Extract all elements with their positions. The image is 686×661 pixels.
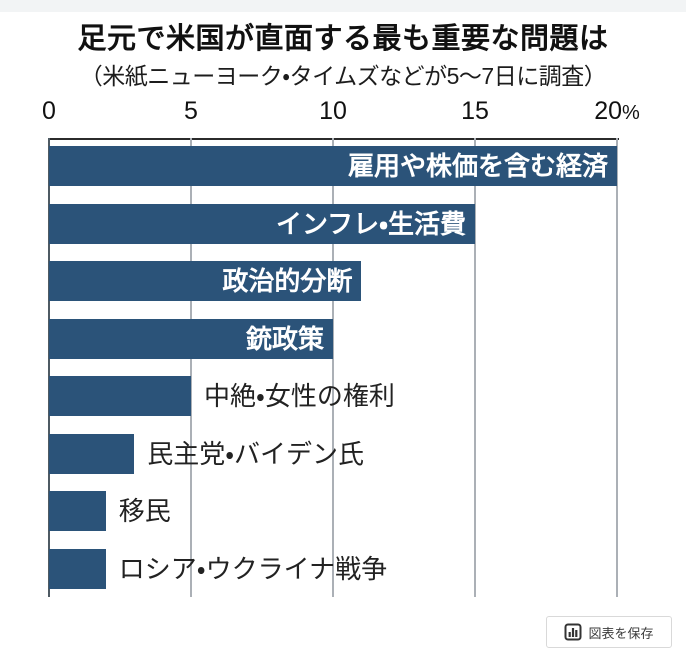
plot-area: 雇用や株価を含む経済インフレ・生活費政治的分断銃政策中絶・女性の権利民主党・バイ… bbox=[48, 138, 619, 597]
y-axis-line bbox=[48, 138, 50, 597]
bar-label: ロシア・ウクライナ戦争 bbox=[118, 553, 388, 584]
bar bbox=[49, 433, 135, 474]
bar: 銃政策 bbox=[49, 318, 333, 359]
bar bbox=[49, 491, 106, 531]
bar: 政治的分断 bbox=[49, 261, 362, 301]
save-chart-button[interactable]: 図表を保存 bbox=[546, 616, 672, 648]
x-axis-tick-label: 20% bbox=[594, 97, 640, 125]
bar-label: 民主党・バイデン氏 bbox=[147, 438, 365, 469]
bar-label: 政治的分断 bbox=[222, 266, 353, 296]
bar-chart-icon bbox=[564, 623, 582, 641]
gridline bbox=[190, 138, 192, 597]
bar-row: ロシア・ウクライナ戦争 bbox=[49, 548, 617, 589]
bar-row: 移民 bbox=[49, 491, 617, 531]
bar: インフレ・生活費 bbox=[49, 203, 475, 244]
x-axis-tick-label: 5 bbox=[184, 97, 198, 125]
bar-row: インフレ・生活費 bbox=[49, 203, 617, 244]
page-top-strip bbox=[0, 0, 686, 12]
gridline bbox=[616, 138, 618, 597]
bar-row: 中絶・女性の権利 bbox=[49, 376, 617, 416]
x-axis-tick-label: 0 bbox=[42, 97, 56, 125]
gridline bbox=[332, 138, 334, 597]
bar-row: 民主党・バイデン氏 bbox=[49, 433, 617, 474]
bar-label: 移民 bbox=[118, 496, 171, 526]
gridline bbox=[474, 138, 476, 597]
x-axis-tick-label: 10 bbox=[319, 97, 347, 125]
bar-label: 銃政策 bbox=[245, 323, 324, 354]
bar bbox=[49, 548, 106, 589]
chart-title: 足元で米国が直面する最も重要な問題は bbox=[77, 23, 609, 55]
bar-label: 雇用や株価を含む経済 bbox=[347, 151, 608, 181]
bar: 雇用や株価を含む経済 bbox=[49, 146, 617, 186]
bar bbox=[49, 376, 191, 416]
bar-row: 銃政策 bbox=[49, 318, 617, 359]
bar-row: 政治的分断 bbox=[49, 261, 617, 301]
plot-top-border bbox=[49, 138, 619, 140]
x-axis: 0 5 10 15 20% bbox=[0, 97, 686, 129]
bar-label: インフレ・生活費 bbox=[275, 208, 466, 239]
x-axis-unit: % bbox=[622, 102, 640, 124]
x-axis-tick-label: 15 bbox=[461, 97, 489, 125]
bar-label: 中絶・女性の権利 bbox=[204, 381, 395, 411]
bar-row: 雇用や株価を含む経済 bbox=[49, 146, 617, 186]
save-chart-label: 図表を保存 bbox=[588, 625, 654, 641]
chart-subtitle: （米紙ニューヨーク・タイムズなどが5～7日に調査） bbox=[79, 63, 607, 89]
